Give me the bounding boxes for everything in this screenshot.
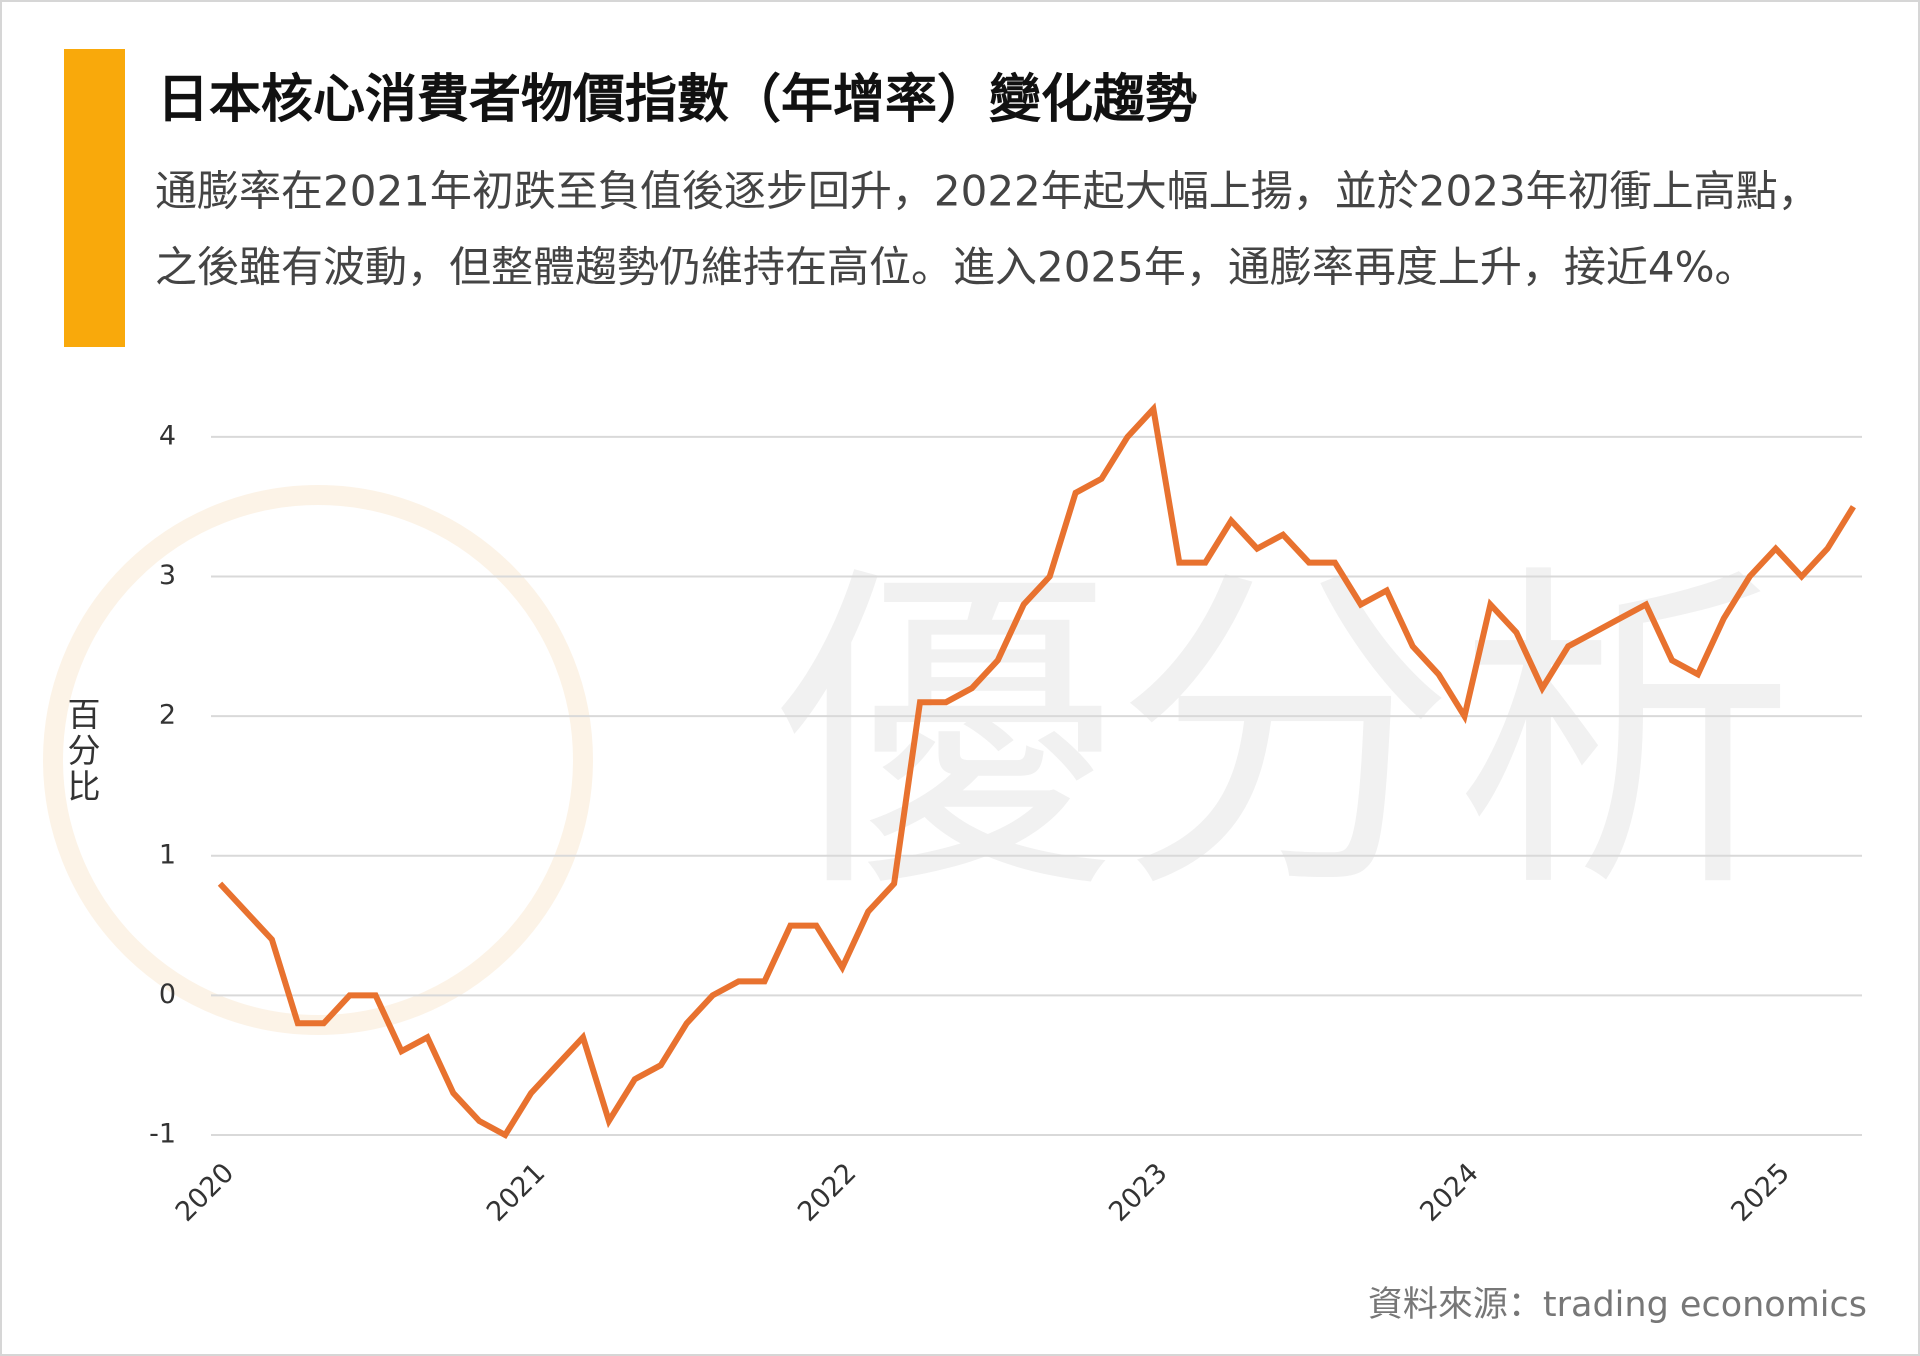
watermark: 優分析 (775, 538, 1795, 934)
y-tick-label: 1 (159, 839, 176, 870)
y-axis-label: 百分比 (68, 695, 101, 806)
subtitle-line: 之後雖有波動，但整體趨勢仍維持在高位。進入2025年，通膨率再度上升，接近4%。 (155, 243, 1757, 292)
y-tick-label: 3 (159, 560, 176, 591)
y-tick-label: 2 (159, 700, 176, 731)
y-tick-label: 0 (159, 979, 176, 1010)
line (217, 402, 1856, 1139)
accent-bar (64, 49, 125, 347)
source: 資料來源：trading economics (1368, 1285, 1867, 1325)
subtitle-line: 通膨率在2021年初跌至負值後逐步回升，2022年起大幅上揚，並於2023年初衝… (155, 167, 1820, 216)
y-tick-label: -1 (149, 1119, 176, 1150)
y-tick-label: 4 (159, 420, 176, 451)
title: 日本核心消費者物價指數（年增率）變化趨勢 (157, 70, 1197, 130)
